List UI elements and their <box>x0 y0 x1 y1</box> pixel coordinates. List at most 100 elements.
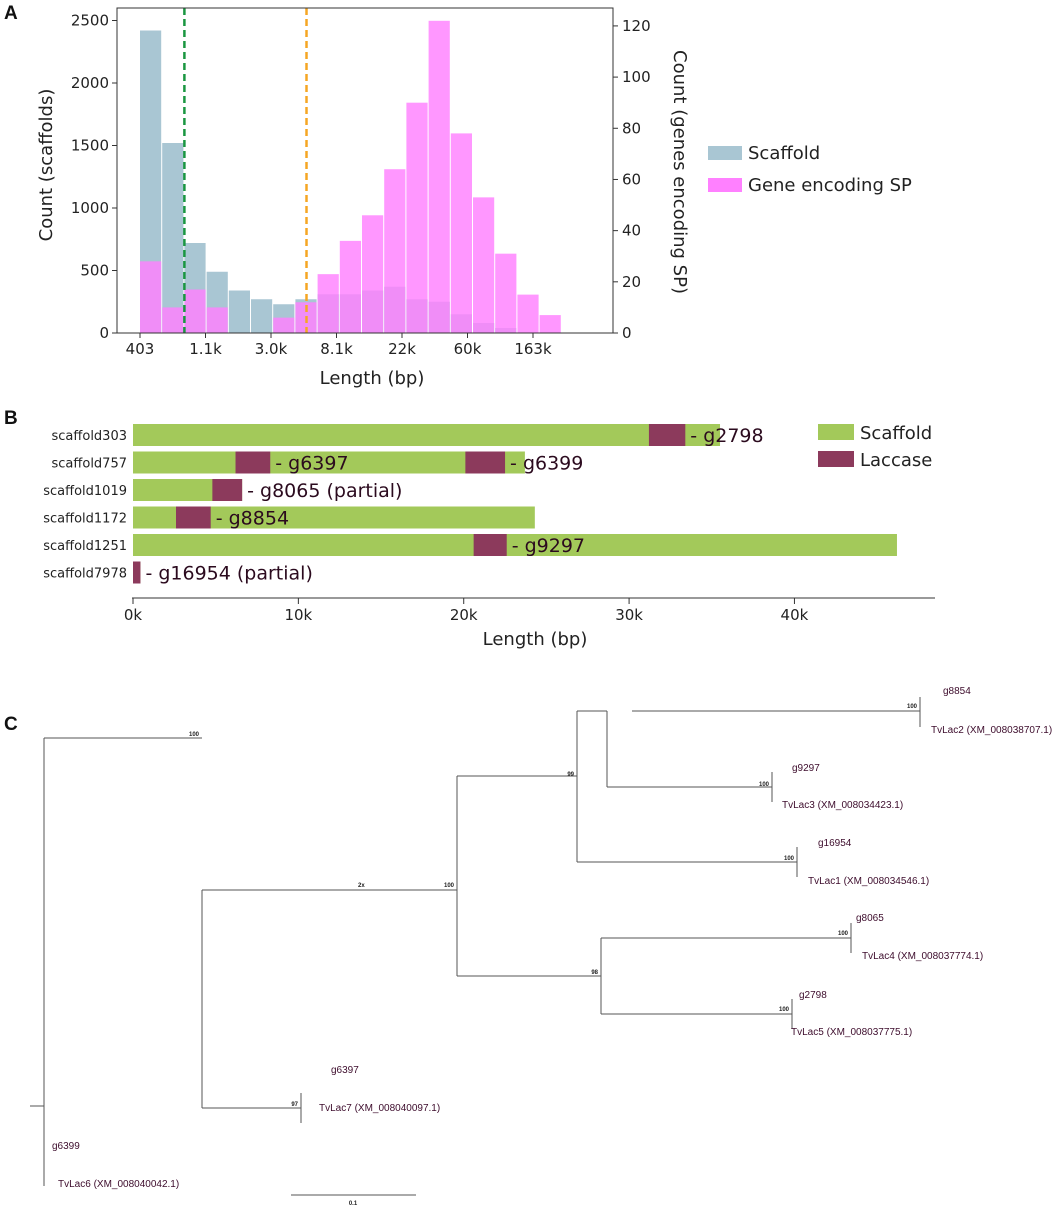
tip-label: TvLac1 (XM_008034546.1) <box>808 876 929 887</box>
legend-a: Scaffold Gene encoding SP <box>708 143 912 196</box>
y-tick-label: 1500 <box>71 137 109 155</box>
tip-label: g16954 <box>818 838 852 849</box>
bootstrap-value: 100 <box>444 883 455 889</box>
panel-label-a: A <box>4 3 18 24</box>
tree-tips: g8854 TvLac2 (XM_008038707.1) g9297 TvLa… <box>52 686 1052 1190</box>
bootstrap-values: 100 100 99 100 100 2x 100 98 100 100 97 <box>189 704 918 1108</box>
histogram-chart: 0 500 1000 1500 2000 2500 0 20 40 60 80 100 120 403… <box>36 7 912 389</box>
panel-label-b: B <box>4 408 18 429</box>
legend-label-scaffold: Scaffold <box>860 423 932 444</box>
scaffold-label: scaffold303 <box>52 429 127 444</box>
tip-label: TvLac4 (XM_008037774.1) <box>862 951 983 962</box>
x-tick-label: 22k <box>388 340 416 358</box>
laccase-bar <box>212 479 243 501</box>
scaffold-bar <box>133 506 535 529</box>
bootstrap-value: 100 <box>759 782 770 788</box>
gene-sp-bar <box>473 197 495 333</box>
laccase-bar <box>473 534 507 556</box>
scaffold-map-chart: scaffold303 - g2798 scaffold757 - g6397 - g6… <box>43 423 935 650</box>
tree-branches <box>30 697 921 1186</box>
laccase-bar <box>465 451 506 474</box>
gene-sp-bar <box>362 215 384 333</box>
scale-bar-label: 0.1 <box>349 1201 358 1207</box>
bootstrap-value: 100 <box>779 1007 790 1013</box>
laccase-bar <box>133 561 141 584</box>
y-tick-label: 1000 <box>71 199 109 217</box>
tip-label: g9297 <box>792 763 820 774</box>
gene-sp-bar <box>317 274 339 333</box>
scale-bar: 0.1 <box>291 1194 416 1207</box>
legend-swatch-laccase <box>818 451 854 467</box>
gene-sp-bar <box>140 261 162 333</box>
legend-b: Scaffold Laccase <box>818 423 932 471</box>
x-axis: 403 1.1k 3.0k 8.1k 22k 60k 163k <box>126 333 552 358</box>
y2-tick-label: 20 <box>622 273 641 291</box>
scaffold-bar <box>133 534 897 556</box>
left-y-axis: 0 500 1000 1500 2000 2500 <box>71 12 117 342</box>
bootstrap-value: 100 <box>907 704 918 710</box>
y2-tick-label: 100 <box>622 68 651 86</box>
laccase-label: - g8854 <box>216 508 289 530</box>
tip-label: g6399 <box>52 1141 80 1152</box>
tip-label: TvLac6 (XM_008040042.1) <box>58 1179 179 1190</box>
tip-label: g8065 <box>856 913 884 924</box>
scaffold-rows: scaffold303 - g2798 scaffold757 - g6397 - g6… <box>43 424 897 585</box>
x-tick-label: 8.1k <box>320 340 353 358</box>
legend-swatch-scaffold <box>818 424 854 440</box>
bootstrap-value: 100 <box>189 732 200 738</box>
x-tick-label: 10k <box>284 606 312 624</box>
x-axis: 0k 10k 20k 30k 40k <box>124 598 809 624</box>
tip-label: g8854 <box>943 686 971 697</box>
gene-sp-bar <box>273 317 295 333</box>
y2-tick-label: 80 <box>622 119 641 137</box>
threshold-lines <box>183 8 308 333</box>
laccase-label: - g6397 <box>275 453 348 475</box>
gene-sp-bar <box>406 102 428 334</box>
gene-sp-bar <box>517 294 539 333</box>
y2-axis-label: Count (genes encoding SP) <box>669 50 690 294</box>
scaffold-label: scaffold757 <box>52 457 127 472</box>
x-tick-label: 163k <box>514 340 552 358</box>
x-axis-label: Length (bp) <box>320 368 425 389</box>
bootstrap-value: 100 <box>784 856 795 862</box>
y-tick-label: 2500 <box>71 12 109 30</box>
tip-label: TvLac2 (XM_008038707.1) <box>931 725 1052 736</box>
laccase-label: - g2798 <box>690 425 763 447</box>
x-tick-label: 0k <box>124 606 143 624</box>
y2-tick-label: 40 <box>622 222 641 240</box>
bootstrap-value: 99 <box>567 772 574 778</box>
bootstrap-value: 2x <box>358 883 365 889</box>
gene-sp-bar <box>162 307 184 333</box>
scaffold-label: scaffold7978 <box>43 567 127 582</box>
gene-sp-bar <box>384 169 406 333</box>
laccase-bar <box>235 451 271 474</box>
tip-label: TvLac5 (XM_008037775.1) <box>791 1027 912 1038</box>
x-tick-label: 1.1k <box>189 340 222 358</box>
gene-sp-bar <box>428 20 450 333</box>
scaffold-bar <box>251 299 273 333</box>
laccase-label: - g8065 (partial) <box>247 480 402 502</box>
scaffold-label: scaffold1172 <box>43 512 127 527</box>
panel-label-c: C <box>4 714 18 735</box>
phylogenetic-tree: g8854 TvLac2 (XM_008038707.1) g9297 TvLa… <box>30 686 1052 1207</box>
x-tick-label: 20k <box>450 606 478 624</box>
legend-swatch-scaffold <box>708 146 742 160</box>
bootstrap-value: 97 <box>291 1102 298 1108</box>
tip-label: TvLac7 (XM_008040097.1) <box>319 1103 440 1114</box>
gene-sp-bar <box>495 253 517 333</box>
tip-label: TvLac3 (XM_008034423.1) <box>782 800 903 811</box>
x-tick-label: 60k <box>454 340 482 358</box>
x-axis-label: Length (bp) <box>483 629 588 650</box>
laccase-label: - g9297 <box>512 535 585 557</box>
y2-tick-label: 60 <box>622 170 641 188</box>
plot-frame <box>116 7 614 334</box>
gene-sp-bar <box>539 315 561 333</box>
y-tick-label: 0 <box>99 324 109 342</box>
legend-swatch-gene-sp <box>708 178 742 192</box>
legend-label-gene-sp: Gene encoding SP <box>748 175 912 196</box>
scaffold-bar <box>228 290 250 333</box>
scaffold-bar <box>133 424 721 446</box>
y2-tick-label: 0 <box>622 324 632 342</box>
legend-label-laccase: Laccase <box>860 450 932 471</box>
